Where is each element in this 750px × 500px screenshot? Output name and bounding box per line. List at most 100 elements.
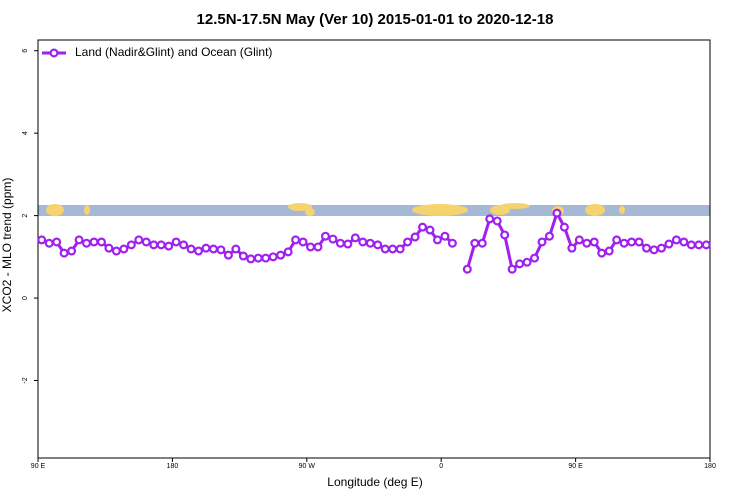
data-point xyxy=(656,243,666,253)
data-point xyxy=(642,243,652,253)
data-point xyxy=(283,247,293,257)
data-point xyxy=(485,214,495,224)
data-point xyxy=(373,240,383,250)
data-point xyxy=(343,239,353,249)
data-point xyxy=(582,238,592,248)
data-point xyxy=(246,254,256,264)
data-point xyxy=(544,231,554,241)
data-point xyxy=(403,237,413,247)
data-point xyxy=(74,235,84,245)
y-tick-label: 2 xyxy=(22,214,29,218)
data-point xyxy=(522,257,532,267)
data-point xyxy=(291,235,301,245)
data-point xyxy=(627,237,637,247)
data-point xyxy=(515,259,525,269)
x-tick-label: 0 xyxy=(439,463,443,470)
x-tick-label: 90 E xyxy=(31,463,46,470)
data-point xyxy=(425,225,435,235)
data-point xyxy=(507,264,517,274)
data-point xyxy=(104,243,114,253)
data-point xyxy=(298,237,308,247)
data-point xyxy=(559,222,569,232)
data-point xyxy=(223,250,233,260)
data-point xyxy=(276,250,286,260)
data-point xyxy=(447,238,457,248)
data-point xyxy=(328,234,338,244)
data-point xyxy=(216,245,226,255)
data-point xyxy=(671,235,681,245)
data-point xyxy=(619,238,629,248)
data-point xyxy=(500,230,510,240)
data-point xyxy=(119,244,129,254)
map-land xyxy=(46,204,64,216)
map-land xyxy=(305,208,315,216)
data-point xyxy=(111,246,121,256)
x-tick-label: 90 E xyxy=(568,463,583,470)
data-point xyxy=(149,240,159,250)
data-point xyxy=(179,240,189,250)
data-point xyxy=(649,245,659,255)
data-point xyxy=(313,242,323,252)
data-point xyxy=(664,239,674,249)
data-point xyxy=(530,253,540,263)
data-point xyxy=(589,237,599,247)
map-band xyxy=(38,203,710,216)
data-point xyxy=(567,243,577,253)
data-point xyxy=(89,237,99,247)
data-point xyxy=(82,238,92,248)
data-point xyxy=(59,248,69,258)
map-land xyxy=(84,205,90,215)
data-point xyxy=(335,238,345,248)
data-point xyxy=(268,252,278,262)
data-point xyxy=(306,242,316,252)
x-tick-label: 90 W xyxy=(299,463,316,470)
data-point xyxy=(238,251,248,261)
data-point xyxy=(171,237,181,247)
data-point xyxy=(492,216,502,226)
data-point xyxy=(52,237,62,247)
map-land xyxy=(500,203,530,209)
data-point xyxy=(208,244,218,254)
data-point xyxy=(261,253,271,263)
data-point xyxy=(44,238,54,248)
x-tick-label: 180 xyxy=(704,463,716,470)
data-point xyxy=(37,235,47,245)
data-point xyxy=(440,231,450,241)
data-point xyxy=(194,246,204,256)
legend-label: Land (Nadir&Glint) and Ocean (Glint) xyxy=(75,45,272,59)
data-point xyxy=(156,240,166,250)
data-point xyxy=(686,240,696,250)
map-land xyxy=(585,204,605,216)
data-point xyxy=(96,237,106,247)
data-point xyxy=(612,235,622,245)
map-ocean xyxy=(38,205,710,216)
data-point xyxy=(67,246,77,256)
data-point xyxy=(418,222,428,232)
data-point xyxy=(679,237,689,247)
chart-title: 12.5N-17.5N May (Ver 10) 2015-01-01 to 2… xyxy=(197,11,554,28)
y-axis-label: XCO2 - MLO trend (ppm) xyxy=(0,178,14,313)
data-point xyxy=(701,240,711,250)
x-axis-label: Longitude (deg E) xyxy=(327,475,422,489)
data-point xyxy=(380,244,390,254)
y-tick-label: 6 xyxy=(22,49,29,53)
legend-marker xyxy=(49,48,59,58)
plot-frame xyxy=(37,39,711,459)
x-tick-label: 180 xyxy=(167,463,179,470)
data-point xyxy=(410,232,420,242)
data-point xyxy=(462,264,472,274)
data-point xyxy=(126,240,136,250)
y-tick-label: 4 xyxy=(22,131,29,135)
data-point xyxy=(432,235,442,245)
map-land xyxy=(288,203,312,211)
map-land xyxy=(412,204,468,216)
y-tick-label: -2 xyxy=(22,377,29,383)
data-point xyxy=(253,253,263,263)
data-point xyxy=(604,246,614,256)
data-point xyxy=(186,244,196,254)
data-point xyxy=(164,241,174,251)
data-point xyxy=(537,237,547,247)
data-point xyxy=(552,208,562,218)
data-point xyxy=(597,248,607,258)
